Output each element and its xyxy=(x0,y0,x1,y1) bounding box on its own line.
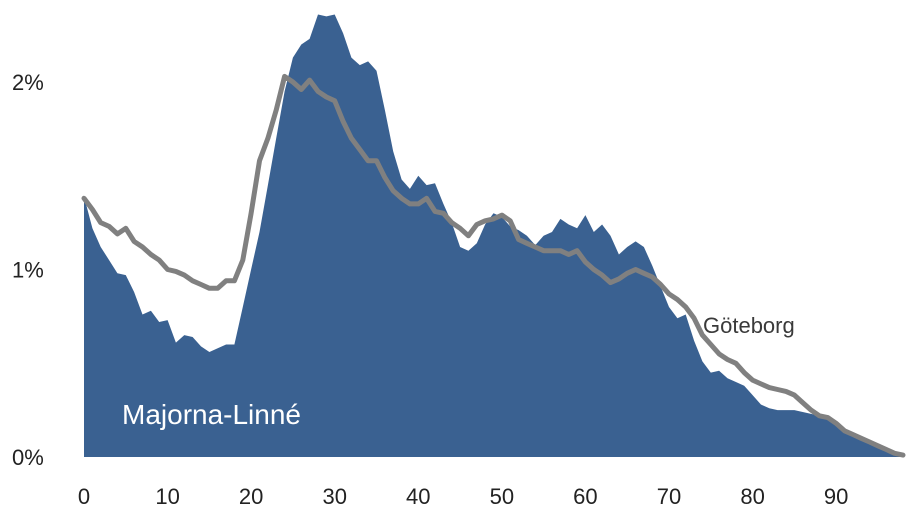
x-tick-label: 70 xyxy=(657,484,681,509)
x-tick-label: 90 xyxy=(824,484,848,509)
plot-area xyxy=(84,15,903,458)
y-tick-label: 0% xyxy=(12,445,44,470)
x-tick-label: 60 xyxy=(573,484,597,509)
y-tick-label: 1% xyxy=(12,258,44,283)
y-axis: 0% 1% 2% xyxy=(12,70,44,470)
x-tick-label: 0 xyxy=(78,484,90,509)
x-axis: 0 10 20 30 40 50 60 70 80 90 xyxy=(78,484,848,509)
x-tick-label: 30 xyxy=(322,484,346,509)
series-label-goteborg: Göteborg xyxy=(703,313,795,338)
x-tick-label: 10 xyxy=(155,484,179,509)
x-tick-label: 80 xyxy=(740,484,764,509)
y-tick-label: 2% xyxy=(12,70,44,95)
x-tick-label: 20 xyxy=(239,484,263,509)
series-label-majorna-linne: Majorna-Linné xyxy=(122,399,301,430)
x-tick-label: 50 xyxy=(490,484,514,509)
x-tick-label: 40 xyxy=(406,484,430,509)
